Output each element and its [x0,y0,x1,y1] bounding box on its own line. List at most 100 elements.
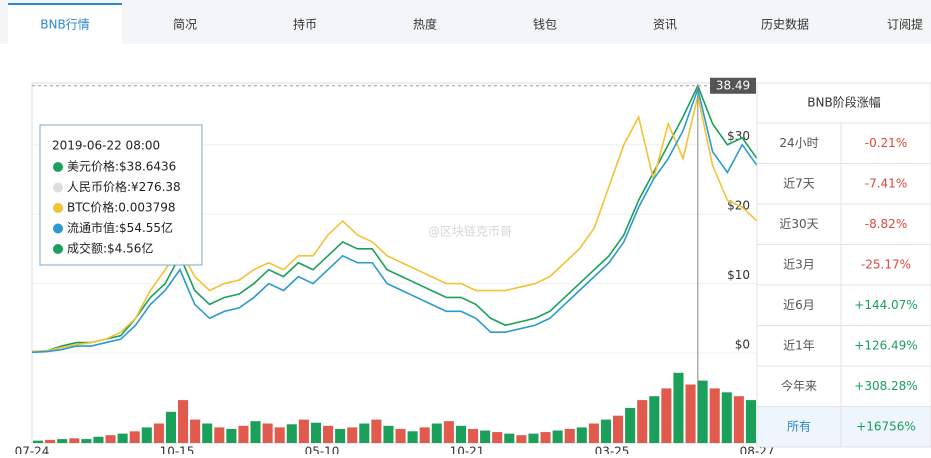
volume-bar [359,423,370,443]
tab[interactable]: 资讯 [653,18,677,32]
table-row [756,203,931,245]
volume-bar [286,424,297,443]
volume-bar [733,396,744,443]
tab-bar [0,0,931,44]
row-value: +308.28% [854,379,917,393]
table-row [756,122,931,164]
volume-bar [443,421,454,443]
tooltip-item: 成交额:$4.56亿 [67,241,153,256]
tooltip-dot [53,244,63,254]
volume-bar [93,436,104,443]
volume-bar [528,433,539,443]
tab[interactable]: BNB行情 [40,18,89,32]
volume-bar [178,400,189,443]
volume-bar [45,439,56,443]
row-label[interactable]: 所有 [787,419,811,433]
volume-bar [673,372,684,443]
tab[interactable]: 热度 [413,17,437,32]
volume-bar [383,425,394,443]
x-tick-label: 10-15 [160,445,195,455]
volume-bar [69,438,80,443]
volume-bar [455,425,466,443]
row-label: 近6月 [783,298,815,312]
row-value: -0.21% [865,136,907,150]
volume-bar [105,435,116,443]
row-label: 近1年 [783,338,815,352]
table-title: BNB阶段涨幅 [807,95,880,110]
volume-bar [250,421,261,443]
active-tab-line [8,3,122,5]
tooltip-item: 流通市值:$54.55亿 [67,220,173,235]
volume-bar [310,422,321,443]
volume-bar [480,430,491,443]
volume-bar [395,428,406,443]
tab[interactable]: 历史数据 [761,17,809,32]
table-row [756,325,931,367]
tooltip-dot [53,162,63,172]
price-line [31,86,758,354]
volume-bar [153,423,164,443]
volume-bar [33,440,44,443]
table-row [756,244,931,286]
volume-bar [141,427,152,443]
table-row [756,406,931,448]
volume-bar [625,407,636,443]
price-line [31,83,758,353]
row-value: -8.82% [865,217,907,231]
y-tick-label: $10 [727,268,750,282]
volume-bar [468,428,479,443]
tooltip-date: 2019-06-22 08:00 [52,139,160,153]
tooltip-item: BTC价格:0.003798 [67,200,176,215]
volume-bar [81,439,92,443]
row-label: 24小时 [779,136,818,150]
volume-bar [661,388,672,443]
volume-bar [129,431,140,443]
volume-bar [226,428,237,443]
volume-bar [649,396,660,443]
volume-bar [552,430,563,443]
volume-bar [564,428,575,443]
tab[interactable]: 钱包 [533,17,557,32]
row-label: 近7天 [783,176,815,190]
volume-bar [335,428,346,443]
volume-bar [492,432,503,443]
volume-bar [190,419,201,443]
volume-bar [431,423,442,443]
volume-bar [323,425,334,443]
row-label: 近3月 [783,257,815,271]
row-value: +16756% [856,419,916,433]
tab[interactable]: 订阅提 [887,17,923,32]
watermark: @区块链克币哥 [428,224,512,239]
volume-bar [371,419,382,443]
volume-bar [504,433,515,443]
row-label: 近30天 [779,217,818,231]
price-line [31,95,758,353]
row-value: +126.49% [854,338,917,352]
tooltip-dot [53,223,63,234]
volume-bar [745,400,756,443]
volume-bar [165,411,176,443]
volume-bar [600,419,611,443]
tooltip-dot [53,182,63,193]
volume-bar [419,427,430,443]
tab[interactable]: 持币 [293,17,317,32]
y-tick-label: $0 [735,338,750,352]
tab[interactable]: 简况 [173,18,197,32]
volume-bar [576,427,587,443]
row-value: +144.07% [854,298,917,312]
volume-bar [588,423,599,443]
volume-bar [117,433,128,443]
volume-bar [709,388,720,443]
volume-bar [274,427,285,443]
tooltip [39,124,203,266]
tooltip-dot [53,203,63,213]
active-tab [8,3,122,44]
volume-bar [637,400,648,443]
table-row [756,163,931,205]
volume-bar [298,419,309,443]
volume-bar [214,427,225,443]
row-value: -7.41% [865,176,907,190]
volume-bar [262,423,273,443]
volume-bar [407,431,418,443]
